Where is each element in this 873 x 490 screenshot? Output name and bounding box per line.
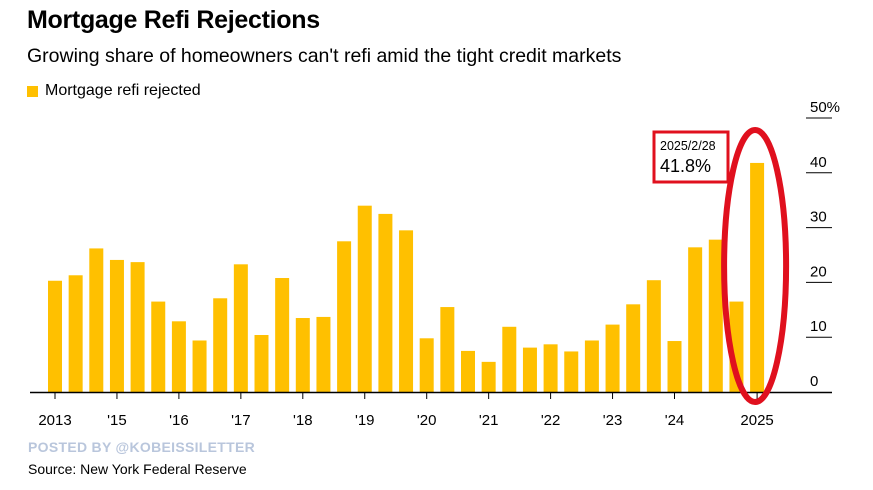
source-note: Source: New York Federal Reserve bbox=[28, 461, 247, 477]
x-tick-label: '22 bbox=[541, 412, 561, 429]
bar bbox=[192, 340, 207, 392]
bar bbox=[68, 275, 83, 392]
bar bbox=[254, 335, 269, 392]
bar bbox=[151, 301, 166, 392]
chart-legend: Mortgage refi rejected bbox=[27, 82, 201, 100]
bar bbox=[130, 262, 145, 392]
bar bbox=[584, 340, 599, 392]
y-tick-label: 0 bbox=[810, 373, 818, 390]
legend-swatch bbox=[27, 85, 38, 97]
x-tick-label: '23 bbox=[603, 412, 623, 429]
bar bbox=[109, 259, 124, 392]
x-tick-label: 2013 bbox=[38, 412, 71, 429]
bar bbox=[626, 304, 641, 392]
bar bbox=[275, 278, 290, 392]
y-tick-label: 30 bbox=[810, 209, 827, 226]
bar bbox=[295, 318, 310, 392]
y-axis-labels: 0 10 20 30 40 50% bbox=[810, 99, 840, 390]
bar bbox=[213, 298, 228, 392]
x-axis: 2013 '15 '16 '17 '18 '19 '20 '21 '22 '23 '24 2025 bbox=[30, 391, 832, 429]
watermark: POSTED BY @KOBEISSILETTER bbox=[28, 439, 256, 455]
bar bbox=[440, 307, 455, 392]
bar bbox=[688, 247, 703, 392]
x-tick-label: '15 bbox=[107, 412, 127, 429]
bar bbox=[399, 230, 414, 392]
bar bbox=[543, 344, 558, 392]
bar bbox=[522, 347, 537, 392]
bar bbox=[337, 241, 352, 392]
bar bbox=[48, 280, 62, 392]
annotation: 2025/2/28 41.8% bbox=[652, 127, 790, 405]
x-tick-label: '17 bbox=[231, 412, 251, 429]
x-tick-label: 2025 bbox=[740, 412, 773, 429]
highlight-ellipse bbox=[721, 127, 790, 405]
y-tick-label: 10 bbox=[810, 318, 827, 335]
x-tick-label: '20 bbox=[417, 412, 437, 429]
bar bbox=[316, 316, 331, 392]
x-tick-label: '16 bbox=[169, 412, 189, 429]
chart-subtitle: Growing share of homeowners can't refi a… bbox=[27, 45, 622, 67]
bar bbox=[481, 361, 496, 392]
callout-value: 41.8% bbox=[660, 156, 711, 176]
x-tick-label: '24 bbox=[665, 412, 685, 429]
bar bbox=[233, 264, 248, 392]
bar bbox=[461, 350, 475, 392]
y-tick-label: 40 bbox=[810, 154, 827, 171]
y-tick-label: 50% bbox=[810, 99, 840, 116]
bar bbox=[605, 324, 620, 392]
bar bbox=[378, 213, 393, 392]
x-tick-label: '18 bbox=[293, 412, 313, 429]
bar bbox=[502, 326, 517, 392]
bar bbox=[646, 280, 661, 392]
bar bbox=[171, 321, 186, 392]
bar bbox=[667, 341, 682, 392]
bars bbox=[48, 162, 765, 392]
bar bbox=[708, 239, 723, 392]
bar bbox=[564, 351, 579, 392]
bar bbox=[419, 338, 434, 392]
bar bbox=[750, 162, 765, 392]
y-tick-label: 20 bbox=[810, 263, 827, 280]
bar bbox=[89, 248, 104, 392]
legend-label: Mortgage refi rejected bbox=[45, 82, 201, 99]
x-tick-label: '19 bbox=[355, 412, 375, 429]
callout-box bbox=[652, 130, 730, 184]
gridlines bbox=[806, 117, 832, 338]
chart-title: Mortgage Refi Rejections bbox=[27, 6, 320, 34]
callout-date: 2025/2/28 bbox=[660, 139, 716, 153]
bar bbox=[357, 205, 372, 392]
x-tick-label: '21 bbox=[479, 412, 499, 429]
